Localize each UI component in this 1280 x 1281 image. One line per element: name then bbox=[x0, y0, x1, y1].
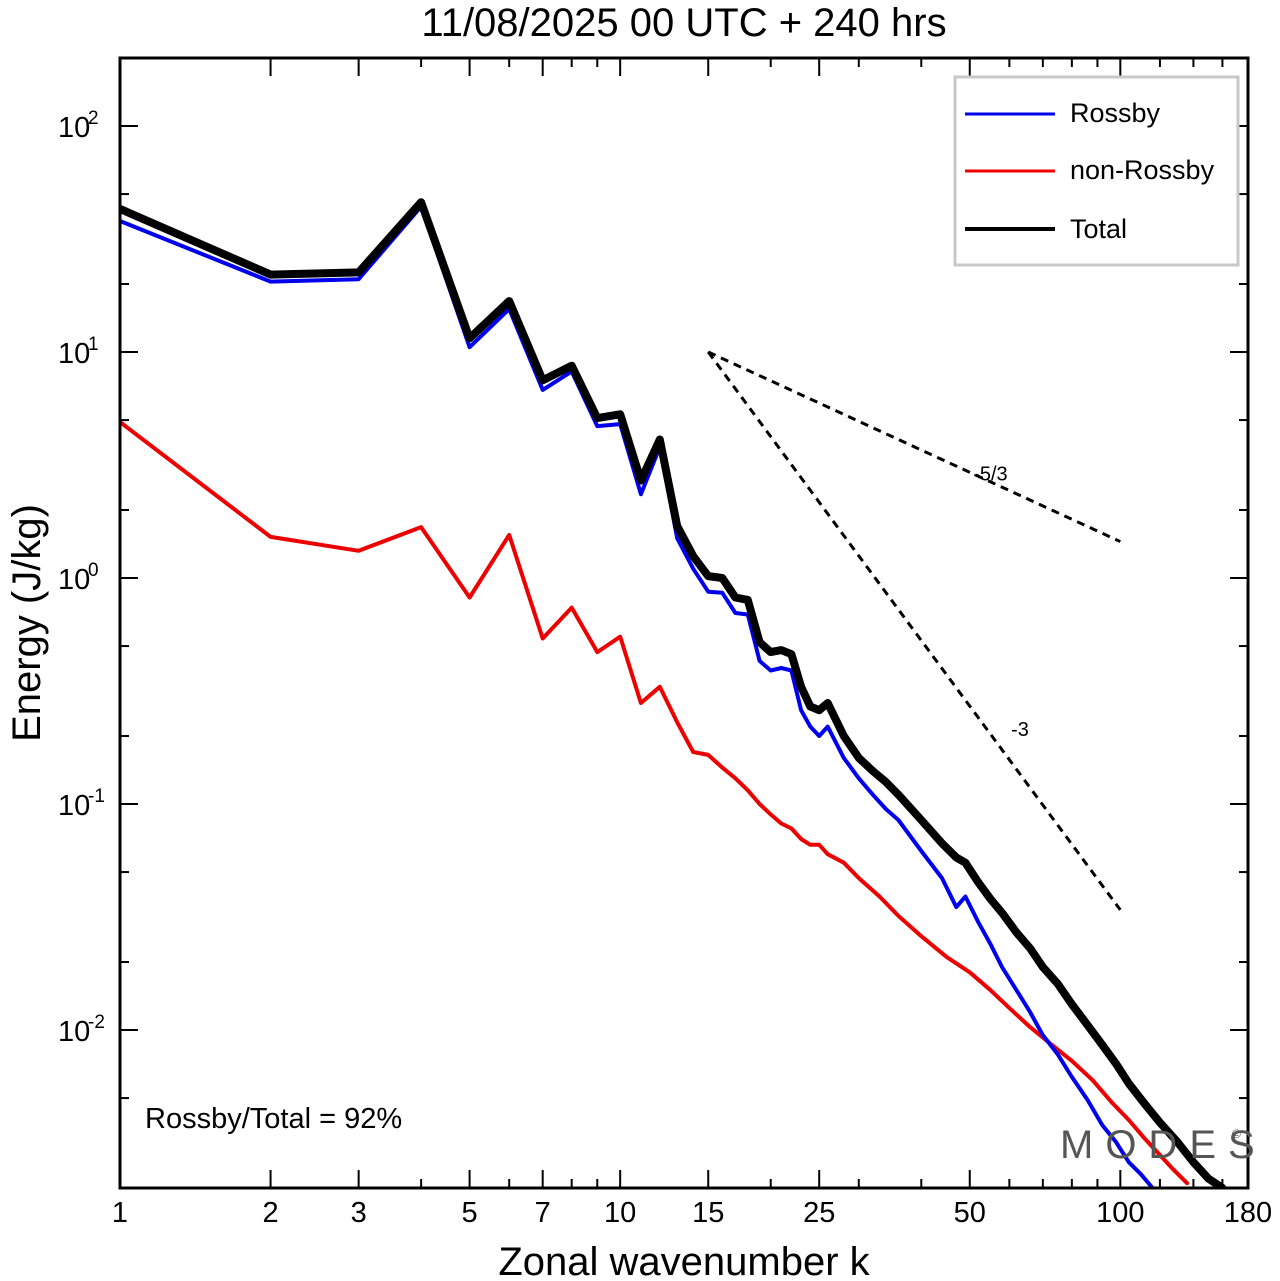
y-axis-label: Energy (J/kg) bbox=[5, 504, 49, 742]
x-tick-label: 10 bbox=[604, 1197, 636, 1229]
reference-slopes: -5/3 -3 bbox=[707, 350, 1122, 911]
rossby-total-ratio: Rossby/Total = 92% bbox=[145, 1103, 402, 1135]
x-tick-label: 15 bbox=[692, 1197, 724, 1229]
series-line-non-rossby bbox=[120, 420, 1190, 1186]
plot-frame bbox=[118, 56, 1250, 1190]
slope-label-minus-5-3: -5/3 bbox=[973, 464, 1007, 486]
y-tick-exponent: -2 bbox=[88, 1012, 105, 1033]
modes-watermark: MODES bbox=[1060, 1123, 1267, 1167]
y-tick-label: 10 bbox=[58, 338, 90, 370]
slope-label-minus-3: -3 bbox=[1011, 719, 1029, 741]
x-tick-label: 100 bbox=[1096, 1197, 1144, 1229]
x-tick-label: 5 bbox=[462, 1197, 478, 1229]
y-tick-exponent: -1 bbox=[88, 786, 105, 807]
x-tick-label: 50 bbox=[954, 1197, 986, 1229]
x-tick-label: 25 bbox=[803, 1197, 835, 1229]
y-tick-exponent: 1 bbox=[88, 334, 99, 355]
slope-line-minus-3 bbox=[707, 351, 1122, 911]
y-tick-label: 10 bbox=[58, 1016, 90, 1048]
y-tick-label: 10 bbox=[58, 790, 90, 822]
chart-title: 11/08/2025 00 UTC + 240 hrs bbox=[421, 1, 946, 45]
legend-label-non-rossby: non-Rossby bbox=[1070, 155, 1215, 185]
series-line-total bbox=[120, 198, 1227, 1188]
y-tick-label: 10 bbox=[58, 564, 90, 596]
legend-label-rossby: Rossby bbox=[1070, 98, 1161, 128]
legend: Rossby non-Rossby Total bbox=[953, 75, 1240, 267]
y-tick-label: 10 bbox=[58, 112, 90, 144]
y-tick-exponent: 2 bbox=[88, 108, 99, 129]
series-line-rossby bbox=[120, 204, 1155, 1188]
x-tick-label: 180 bbox=[1224, 1197, 1272, 1229]
slope-line-minus-5-3 bbox=[707, 350, 1121, 543]
copyright-mark: © bbox=[1232, 1127, 1241, 1141]
x-tick-label: 7 bbox=[535, 1197, 551, 1229]
x-tick-label: 2 bbox=[262, 1197, 278, 1229]
x-axis-label: Zonal wavenumber k bbox=[498, 1240, 870, 1281]
x-tick-label: 3 bbox=[351, 1197, 367, 1229]
series-layer bbox=[120, 198, 1227, 1188]
legend-label-total: Total bbox=[1070, 214, 1127, 244]
y-tick-exponent: 0 bbox=[88, 560, 99, 581]
x-tick-label: 1 bbox=[112, 1197, 128, 1229]
